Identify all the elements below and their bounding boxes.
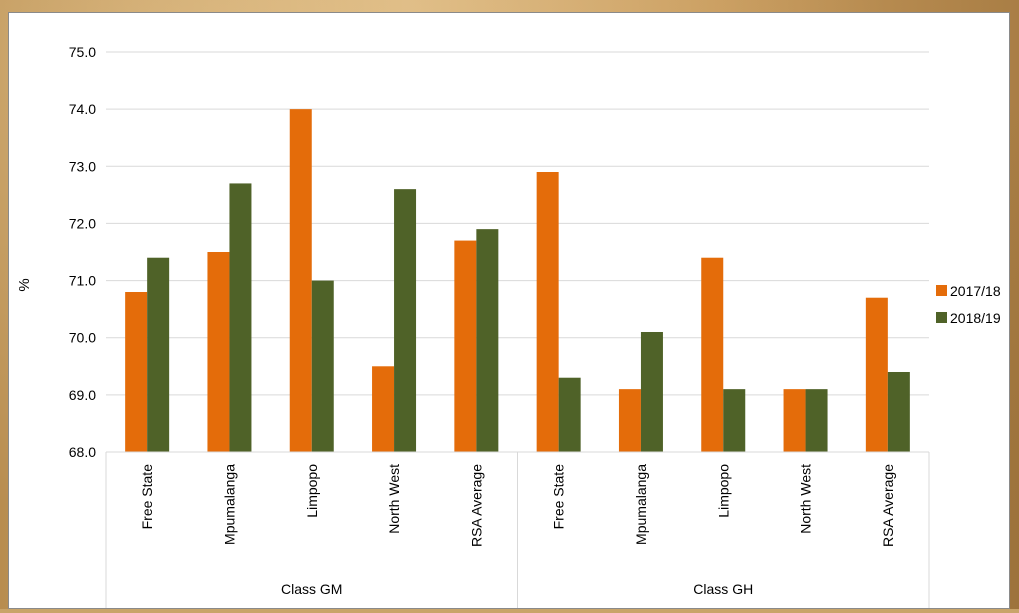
bar-chart: 68.0 69.0 70.0 71.0 72.0 73.0 74.0 75.0 % Free … <box>16 44 1001 609</box>
x-tick-label: North West <box>798 464 814 534</box>
bar-2017-18-1 <box>207 252 230 452</box>
bar-2018-19-5 <box>558 377 581 452</box>
bar-2018-19-8 <box>805 389 828 452</box>
y-axis-label: % <box>16 278 33 291</box>
bar-2017-18-0 <box>125 292 148 452</box>
x-tick-label: Mpumalanga <box>633 464 649 545</box>
y-tick-label: 71.0 <box>69 273 96 289</box>
y-tick-label: 69.0 <box>69 387 96 403</box>
legend-label: 2017/18 <box>950 283 1001 299</box>
bar-2017-18-7 <box>701 257 724 452</box>
x-tick-label: Limpopo <box>304 464 320 518</box>
legend-swatch <box>936 312 947 323</box>
bar-2018-19-9 <box>887 372 910 452</box>
bars <box>125 109 910 453</box>
x-group-label: Class GM <box>281 581 342 597</box>
y-axis-ticks: 68.0 69.0 70.0 71.0 72.0 73.0 74.0 75.0 <box>69 44 96 460</box>
y-tick-label: 74.0 <box>69 101 96 117</box>
x-group-label: Class GH <box>693 581 753 597</box>
bar-2018-19-0 <box>147 257 170 452</box>
bar-2017-18-9 <box>865 297 888 452</box>
bar-2017-18-8 <box>783 389 806 452</box>
y-tick-label: 68.0 <box>69 444 96 460</box>
y-tick-label: 70.0 <box>69 330 96 346</box>
legend-swatch <box>936 285 947 296</box>
legend: 2017/18 2018/19 <box>936 283 1001 326</box>
legend-label: 2018/19 <box>950 310 1001 326</box>
x-tick-label: Free State <box>551 464 567 530</box>
bar-2017-18-4 <box>454 240 477 452</box>
bar-2017-18-5 <box>536 172 559 452</box>
bar-2018-19-6 <box>640 332 663 452</box>
bar-2018-19-2 <box>311 280 334 452</box>
bar-2018-19-1 <box>229 183 252 452</box>
x-tick-label: Mpumalanga <box>221 464 237 545</box>
x-tick-label: Limpopo <box>715 464 731 518</box>
y-tick-label: 73.0 <box>69 158 96 174</box>
chart-panel: 68.0 69.0 70.0 71.0 72.0 73.0 74.0 75.0 % Free … <box>8 12 1010 609</box>
y-tick-label: 72.0 <box>69 215 96 231</box>
bar-2017-18-2 <box>289 109 312 453</box>
x-tick-label: Free State <box>139 464 155 530</box>
bar-2017-18-6 <box>618 389 641 452</box>
y-tick-label: 75.0 <box>69 44 96 60</box>
x-axis: Free State Mpumalanga Limpopo North West RSA… <box>105 451 930 609</box>
bar-2018-19-7 <box>723 389 746 452</box>
bar-2017-18-3 <box>372 366 395 452</box>
x-tick-label: RSA Average <box>468 464 484 547</box>
bar-2018-19-4 <box>476 229 499 452</box>
x-tick-label: North West <box>386 464 402 534</box>
bar-2018-19-3 <box>394 189 417 452</box>
x-tick-label: RSA Average <box>880 464 896 547</box>
